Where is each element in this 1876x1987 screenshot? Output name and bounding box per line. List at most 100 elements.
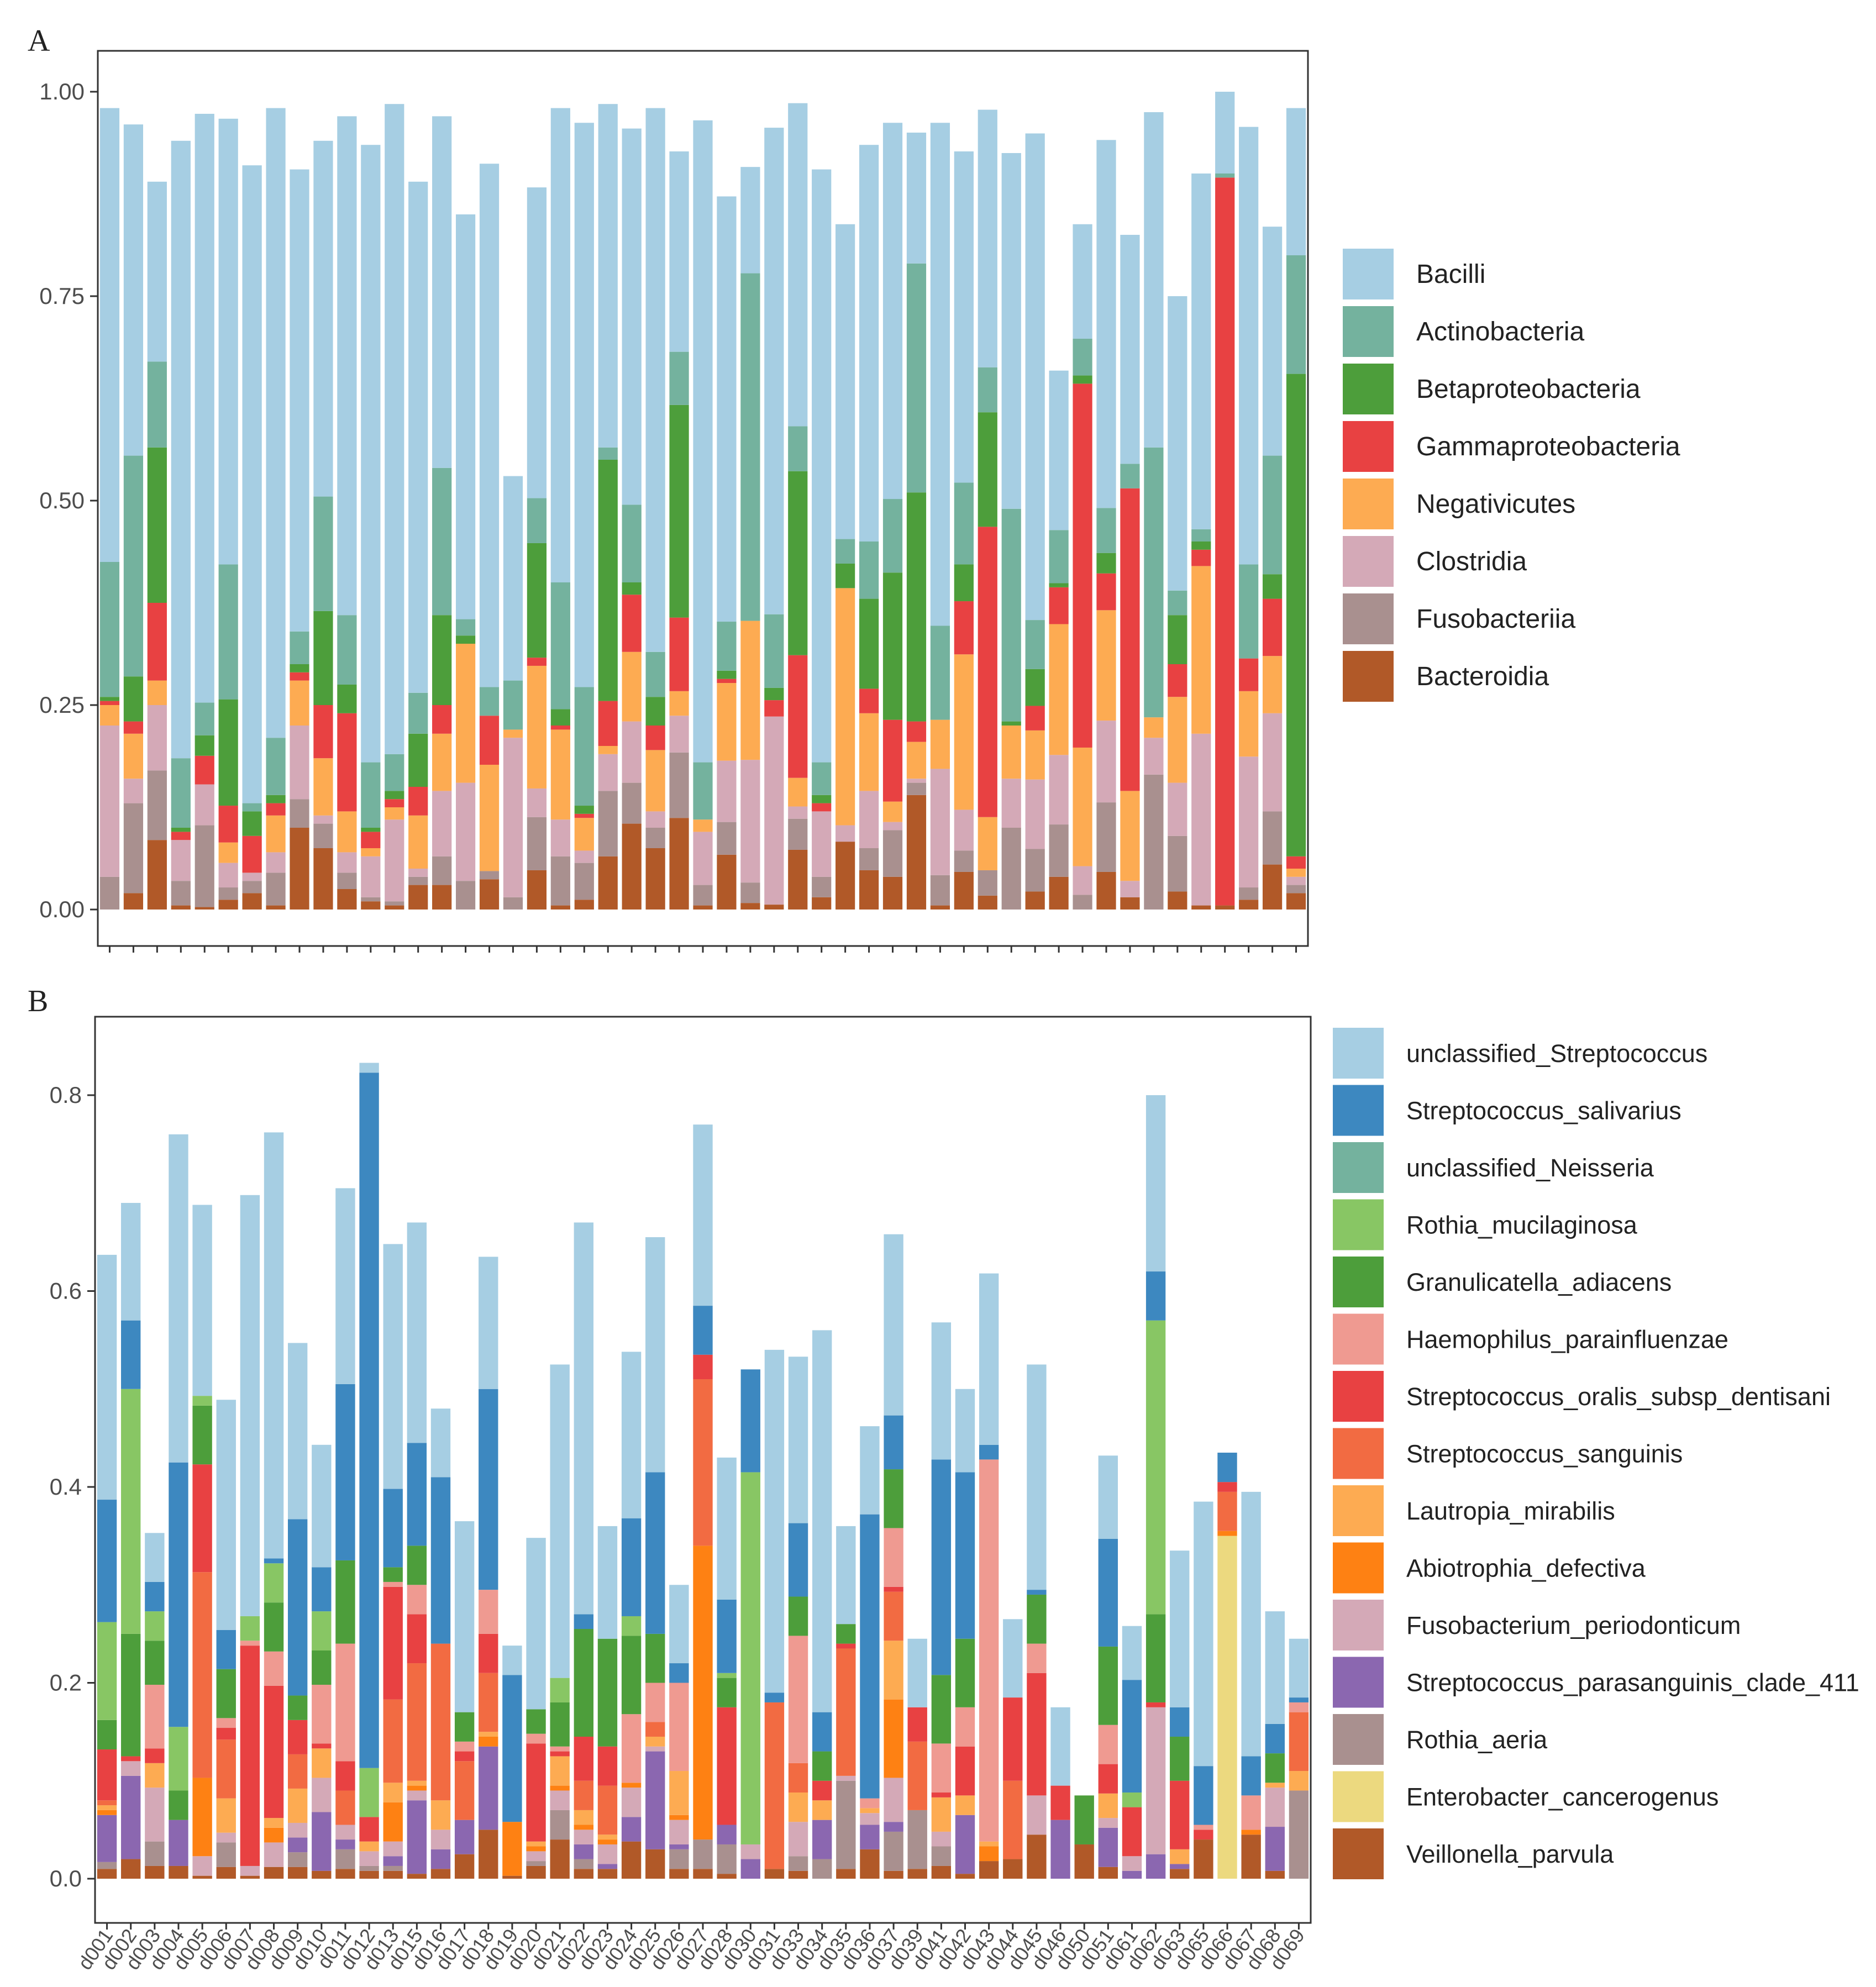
- series-Fusobacteriia: [99, 752, 1306, 910]
- bar-segment-d018: [479, 1389, 498, 1590]
- legend-label: Enterobacter_cancerogenus: [1406, 1783, 1719, 1811]
- bar-segment-d021: [550, 729, 570, 820]
- bar-segment-d006: [216, 1842, 236, 1867]
- bar-segment-d021: [550, 582, 570, 709]
- bar-segment-d002: [121, 1761, 141, 1776]
- bar-segment-d025: [645, 750, 665, 812]
- bar-segment-d019: [502, 1822, 522, 1876]
- bar-segment-d024: [622, 782, 642, 824]
- bar-segment-d026: [669, 716, 689, 753]
- bar-segment-d016: [432, 116, 452, 468]
- bar-segment-d001: [97, 1500, 117, 1622]
- bar-segment-d006: [216, 1718, 236, 1728]
- bar-segment-d068: [1265, 1611, 1285, 1724]
- bar-segment-d020: [527, 817, 547, 870]
- bar-segment-d025: [645, 1751, 665, 1849]
- bar-segment-d022: [574, 1222, 593, 1615]
- bar-segment-d045: [1025, 620, 1045, 669]
- bar-segment-d031: [764, 687, 784, 701]
- bar-segment-d030: [740, 760, 760, 883]
- legend-item: Gammaproteobacteria: [1343, 421, 1680, 472]
- bar-segment-d007: [242, 811, 262, 836]
- bar-segment-d039: [907, 1638, 927, 1707]
- bar-segment-d041: [930, 625, 950, 720]
- bar-segment-d015: [408, 869, 428, 877]
- bar-segment-d066: [1217, 1536, 1237, 1879]
- legend-swatch: [1333, 1257, 1384, 1307]
- bar-segment-d017: [454, 1751, 475, 1762]
- bar-segment-d065: [1191, 905, 1211, 910]
- bar-segment-d061: [1122, 1626, 1142, 1680]
- bar-segment-d002: [121, 1202, 141, 1321]
- bar-segment-d002: [123, 124, 144, 456]
- legend-label: Clostridia: [1416, 547, 1527, 576]
- bar-segment-d022: [574, 806, 594, 814]
- bar-segment-d012: [359, 1870, 379, 1879]
- bar-segment-d002: [121, 1389, 141, 1634]
- bar-segment-d011: [335, 1790, 355, 1825]
- bar-segment-d024: [621, 1817, 642, 1842]
- bar-segment-d008: [266, 852, 286, 873]
- bar-segment-d003: [145, 1641, 165, 1685]
- legend-item: Clostridia: [1343, 536, 1527, 587]
- bar-segment-d017: [454, 1854, 475, 1879]
- bar-segment-d005: [192, 1572, 212, 1778]
- bar-segment-d022: [574, 1825, 593, 1830]
- bar-segment-d015: [407, 1546, 427, 1585]
- bar-segment-d061: [1122, 1856, 1142, 1871]
- bar-segment-d023: [597, 1834, 618, 1840]
- bar-segment-d003: [145, 1581, 165, 1612]
- bar-segment-d067: [1241, 1834, 1261, 1879]
- bar-segment-d067: [1239, 564, 1259, 659]
- bar-segment-d005: [195, 907, 214, 910]
- bar-segment-d008: [264, 1818, 284, 1828]
- bar-segment-d018: [479, 1590, 498, 1634]
- bar-segment-d025: [645, 1722, 665, 1737]
- bar-segment-d061: [1122, 1807, 1142, 1857]
- bar-segment-d012: [359, 1817, 379, 1842]
- bar-segment-d001: [99, 697, 120, 701]
- legend-label: Streptococcus_oralis_subsp_dentisani: [1406, 1383, 1831, 1411]
- bar-segment-d024: [622, 721, 642, 783]
- bar-segment-d063: [1168, 664, 1187, 697]
- bar-segment-d051: [1098, 1818, 1118, 1828]
- bar-segment-d008: [264, 1558, 284, 1564]
- bar-segment-d017: [455, 214, 476, 619]
- legend-swatch: [1333, 1714, 1384, 1765]
- bar-segment-d001: [99, 726, 120, 877]
- bar-segment-d034: [812, 1780, 832, 1801]
- bar-segment-d042: [954, 601, 974, 655]
- bar-segment-d013: [383, 1699, 403, 1783]
- bar-segment-d061: [1120, 464, 1140, 488]
- bar-segment-d003: [147, 361, 167, 448]
- bar-segment-d008: [264, 1563, 284, 1603]
- bar-segment-d027: [693, 1869, 713, 1879]
- bar-segment-d018: [479, 687, 500, 716]
- bar-segment-d061: [1120, 235, 1140, 464]
- bar-segment-d006: [216, 1728, 236, 1740]
- bar-segment-d023: [598, 754, 618, 791]
- bar-segment-d002: [121, 1775, 141, 1859]
- bar-segment-d005: [192, 1405, 212, 1465]
- bar-segment-d021: [550, 108, 570, 583]
- bar-segment-d025: [645, 1633, 665, 1683]
- bar-segment-d037: [882, 801, 903, 822]
- bar-segment-d037: [882, 830, 903, 877]
- bar-segment-d030: [740, 167, 760, 274]
- bar-segment-d026: [669, 1849, 689, 1869]
- bar-segment-d011: [335, 1188, 355, 1384]
- bar-segment-d067: [1241, 1795, 1261, 1830]
- bar-segment-d001: [97, 1862, 117, 1869]
- bar-segment-d001: [99, 701, 120, 705]
- legend-swatch: [1333, 1199, 1384, 1250]
- bar-segment-d011: [337, 116, 357, 616]
- bar-segment-d015: [408, 876, 428, 885]
- bar-segment-d035: [835, 842, 855, 910]
- bar-segment-d018: [479, 1736, 498, 1747]
- bar-segment-d028: [717, 1678, 737, 1707]
- bar-segment-d012: [361, 856, 381, 897]
- bar-segment-d018: [479, 1830, 498, 1879]
- bar-segment-d009: [287, 1788, 308, 1823]
- bar-segment-d004: [171, 758, 191, 828]
- bar-segment-d044: [1001, 726, 1021, 779]
